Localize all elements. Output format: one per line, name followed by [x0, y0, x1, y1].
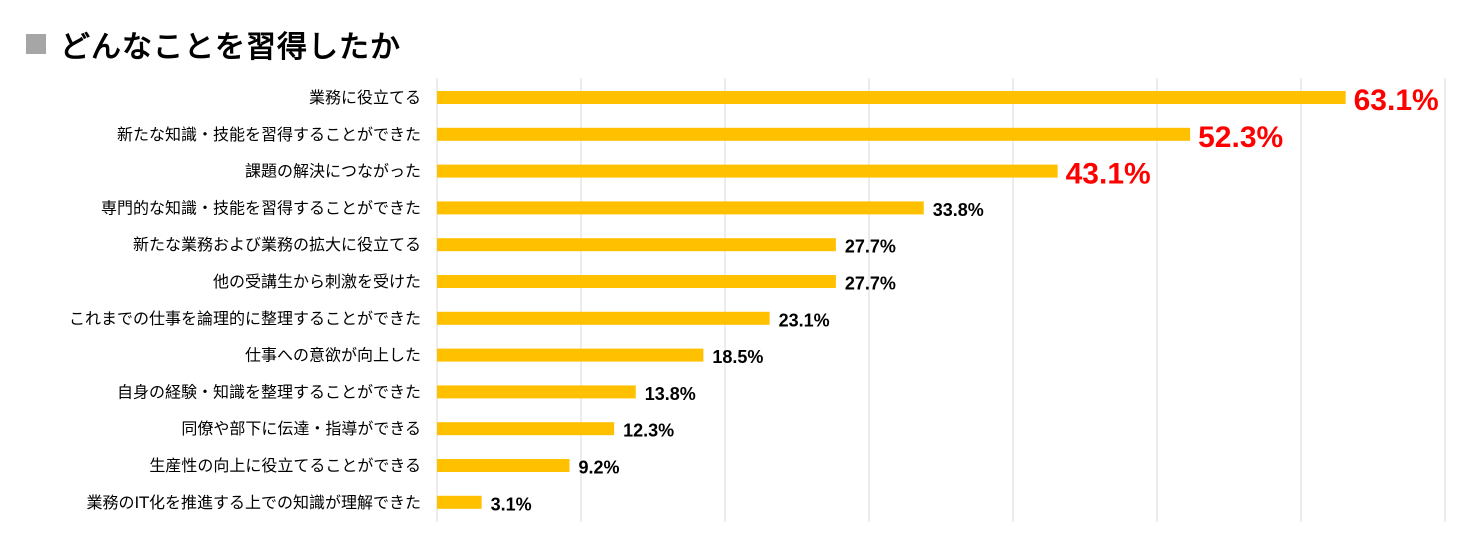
data-label: 43.1% [1066, 158, 1151, 191]
category-label: 仕事への意欲が向上した [245, 346, 421, 365]
bar [437, 459, 570, 472]
category-label: 新たな知識・技能を習得することができた [117, 125, 421, 144]
data-label: 52.3% [1198, 121, 1283, 154]
title-square-icon [26, 34, 46, 54]
data-label: 9.2% [578, 458, 619, 478]
bar [437, 164, 1058, 178]
bar [437, 91, 1346, 104]
data-label: 12.3% [623, 421, 674, 441]
chart-title-text: どんなことを習得したか [60, 30, 401, 65]
bar [437, 422, 615, 436]
bar [437, 495, 482, 509]
category-label: 自身の経験・知識を整理することができた [117, 382, 421, 401]
data-label: 23.1% [779, 310, 830, 330]
category-label: 業務のIT化を推進する上での知識が理解できた [87, 493, 422, 512]
bar [437, 127, 1191, 141]
category-label: 新たな業務および業務の拡大に役立てる [133, 235, 421, 254]
data-label: 63.1% [1354, 84, 1439, 117]
bar [437, 238, 836, 252]
category-label: 生産性の向上に役立てることができる [149, 456, 421, 475]
bar [437, 275, 836, 288]
category-label: 課題の解決につながった [245, 162, 421, 181]
bar [437, 201, 924, 215]
bar [437, 385, 636, 399]
category-label: これまでの仕事を論理的に整理することができた [69, 309, 421, 328]
data-label: 13.8% [645, 384, 696, 404]
data-label: 18.5% [712, 347, 763, 367]
category-label: 専門的な知識・技能を習得することができた [101, 198, 421, 217]
data-label: 27.7% [845, 237, 896, 257]
chart-title: どんなことを習得したか [26, 22, 401, 66]
data-label: 27.7% [845, 274, 896, 294]
category-label: 他の受講生から刺激を受けた [213, 272, 421, 291]
category-label: 同僚や部下に伝達・指導ができる [181, 419, 421, 438]
category-label: 業務に役立てる [309, 88, 421, 107]
bar [437, 348, 704, 362]
bar [437, 311, 770, 325]
data-label: 33.8% [933, 200, 984, 220]
data-label: 3.1% [491, 494, 532, 514]
